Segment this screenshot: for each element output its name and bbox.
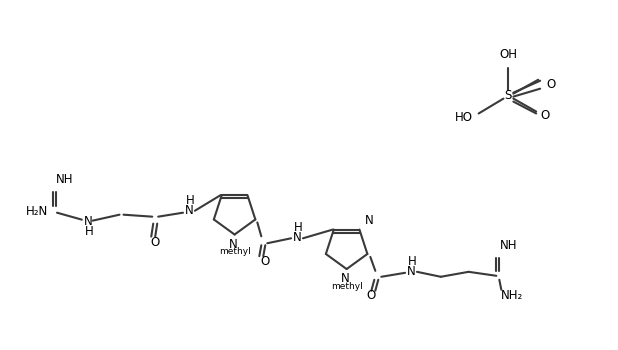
Text: N: N [83, 215, 92, 228]
Text: H: H [85, 225, 93, 238]
Text: OH: OH [499, 48, 517, 61]
Text: S: S [505, 89, 512, 102]
Text: H₂N: H₂N [26, 205, 48, 218]
Text: HO: HO [455, 111, 473, 124]
Text: O: O [261, 254, 270, 268]
Text: N: N [365, 214, 373, 226]
Text: methyl: methyl [219, 247, 250, 257]
Text: methyl: methyl [331, 282, 363, 291]
Text: O: O [151, 236, 160, 249]
Text: NH: NH [56, 173, 74, 186]
Text: O: O [540, 109, 549, 122]
Text: H: H [185, 194, 194, 207]
Text: N: N [229, 238, 238, 251]
Text: N: N [293, 231, 302, 244]
Text: N: N [341, 272, 350, 285]
Text: H: H [294, 221, 302, 234]
Text: NH: NH [501, 239, 518, 252]
Text: N: N [185, 204, 193, 217]
Text: O: O [546, 78, 556, 91]
Text: N: N [407, 265, 415, 278]
Text: NH₂: NH₂ [501, 289, 523, 302]
Text: H: H [408, 256, 417, 268]
Text: O: O [366, 289, 376, 302]
